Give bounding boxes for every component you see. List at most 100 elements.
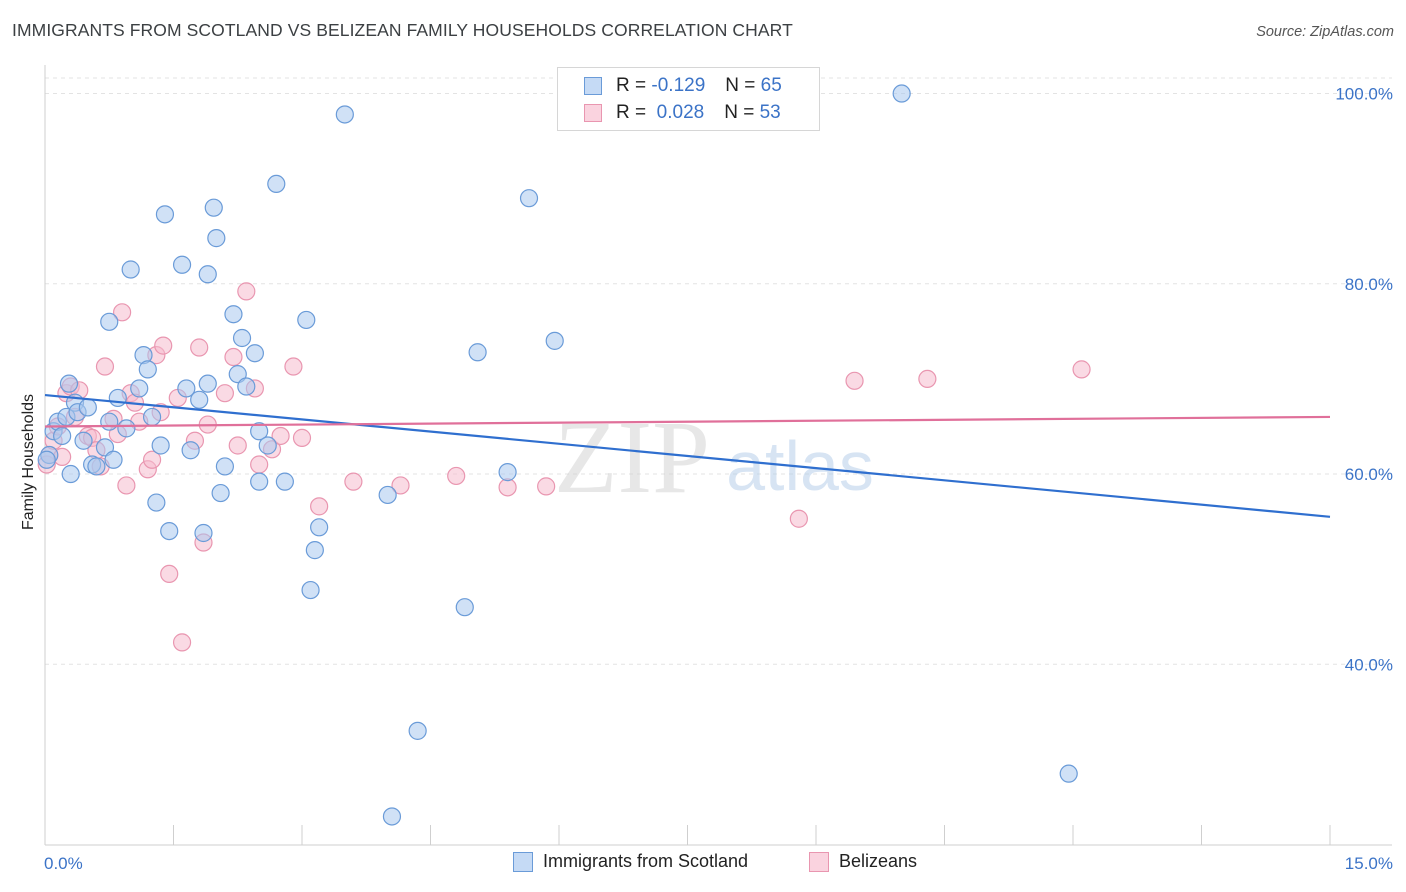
data-point	[408, 721, 427, 740]
data-point	[177, 379, 196, 398]
data-point	[147, 493, 166, 512]
data-point	[305, 541, 324, 560]
watermark-zip: ZIP	[554, 400, 710, 515]
scotland-points	[37, 84, 1078, 826]
data-point	[224, 347, 243, 367]
legend-n-label: N =	[724, 102, 755, 123]
data-point	[391, 476, 410, 495]
data-point	[160, 564, 179, 584]
data-point	[1072, 360, 1091, 379]
data-point	[297, 310, 316, 330]
data-point	[301, 580, 320, 600]
data-point	[117, 476, 136, 495]
data-point	[142, 407, 162, 427]
data-point	[519, 189, 539, 208]
legend-r-label: R =	[616, 75, 647, 96]
x-tick-label: 15.0%	[1345, 854, 1393, 873]
chart-title: IMMIGRANTS FROM SCOTLAND VS BELIZEAN FAM…	[12, 20, 793, 40]
data-point	[100, 412, 119, 431]
data-point	[545, 331, 564, 350]
legend-n-label: N =	[725, 75, 756, 96]
data-point	[198, 265, 217, 284]
y-tick-label: 100.0%	[1335, 85, 1393, 104]
data-point	[215, 384, 234, 403]
data-point	[172, 255, 192, 274]
data-point	[237, 377, 256, 396]
data-point	[204, 198, 223, 217]
data-point	[310, 518, 329, 537]
data-point	[224, 305, 243, 324]
data-point	[498, 478, 517, 497]
data-point	[228, 436, 247, 455]
legend-row-belizeans: R = 0.028 N = 53	[584, 100, 781, 126]
data-point	[845, 371, 864, 390]
data-point	[198, 374, 217, 393]
data-point	[151, 436, 170, 455]
data-point	[61, 464, 80, 484]
x-tick-label: 0.0%	[44, 854, 83, 873]
data-point	[138, 360, 157, 379]
legend-label: Belizeans	[839, 851, 918, 871]
legend-n-value: 65	[760, 75, 782, 96]
data-point	[142, 450, 162, 469]
data-point	[378, 485, 397, 505]
data-point	[78, 398, 97, 417]
data-point	[117, 419, 136, 438]
legend-r-label: R =	[616, 102, 647, 123]
data-point	[1059, 764, 1078, 783]
data-point	[498, 463, 517, 482]
data-point	[275, 472, 294, 491]
legend-n-value: 53	[759, 102, 781, 123]
legend-swatch-pink	[584, 104, 602, 122]
legend-item-scotland[interactable]: Immigrants from Scotland	[513, 851, 748, 872]
data-point	[447, 466, 466, 486]
data-point	[284, 357, 303, 376]
trend-line-belizeans	[44, 415, 1331, 428]
data-point	[344, 472, 363, 491]
data-point	[468, 343, 487, 362]
data-point	[155, 205, 175, 224]
data-point	[292, 428, 312, 447]
data-point	[37, 450, 56, 469]
data-point	[95, 438, 115, 457]
data-point	[455, 598, 474, 617]
legend-item-belizeans[interactable]: Belizeans	[809, 851, 917, 872]
legend-swatch-pink	[809, 851, 829, 872]
data-point	[335, 105, 354, 124]
data-point	[232, 328, 252, 348]
trend-line-scotland	[44, 393, 1331, 518]
data-point	[100, 312, 119, 331]
axes	[44, 65, 1392, 846]
data-point	[121, 260, 140, 279]
data-point	[194, 523, 213, 543]
data-point	[181, 441, 200, 460]
data-point	[250, 455, 269, 474]
correlation-legend: R = -0.129 N = 65 R = 0.028 N = 53	[557, 67, 820, 131]
data-point	[250, 422, 269, 441]
legend-r-value: -0.129	[651, 75, 706, 96]
data-point	[74, 431, 93, 450]
data-point	[59, 374, 79, 393]
data-point	[154, 336, 173, 355]
data-point	[95, 357, 115, 376]
legend-swatch-blue	[584, 77, 602, 95]
data-point	[104, 450, 123, 469]
y-tick-label: 60.0%	[1345, 465, 1393, 484]
data-point	[190, 338, 209, 357]
data-point	[172, 633, 192, 652]
data-point	[789, 509, 808, 528]
legend-swatch-blue	[513, 851, 533, 872]
series-legend: Immigrants from Scotland Belizeans	[0, 851, 1406, 877]
data-point	[160, 521, 179, 541]
data-point	[892, 84, 911, 103]
data-point	[537, 477, 556, 496]
legend-row-scotland: R = -0.129 N = 65	[584, 73, 782, 99]
data-point	[53, 426, 72, 446]
data-point	[918, 369, 937, 389]
source-label: Source: ZipAtlas.com	[1256, 24, 1394, 40]
data-point	[108, 388, 127, 408]
data-point	[112, 303, 132, 322]
data-point	[250, 472, 269, 491]
data-point	[267, 174, 286, 194]
